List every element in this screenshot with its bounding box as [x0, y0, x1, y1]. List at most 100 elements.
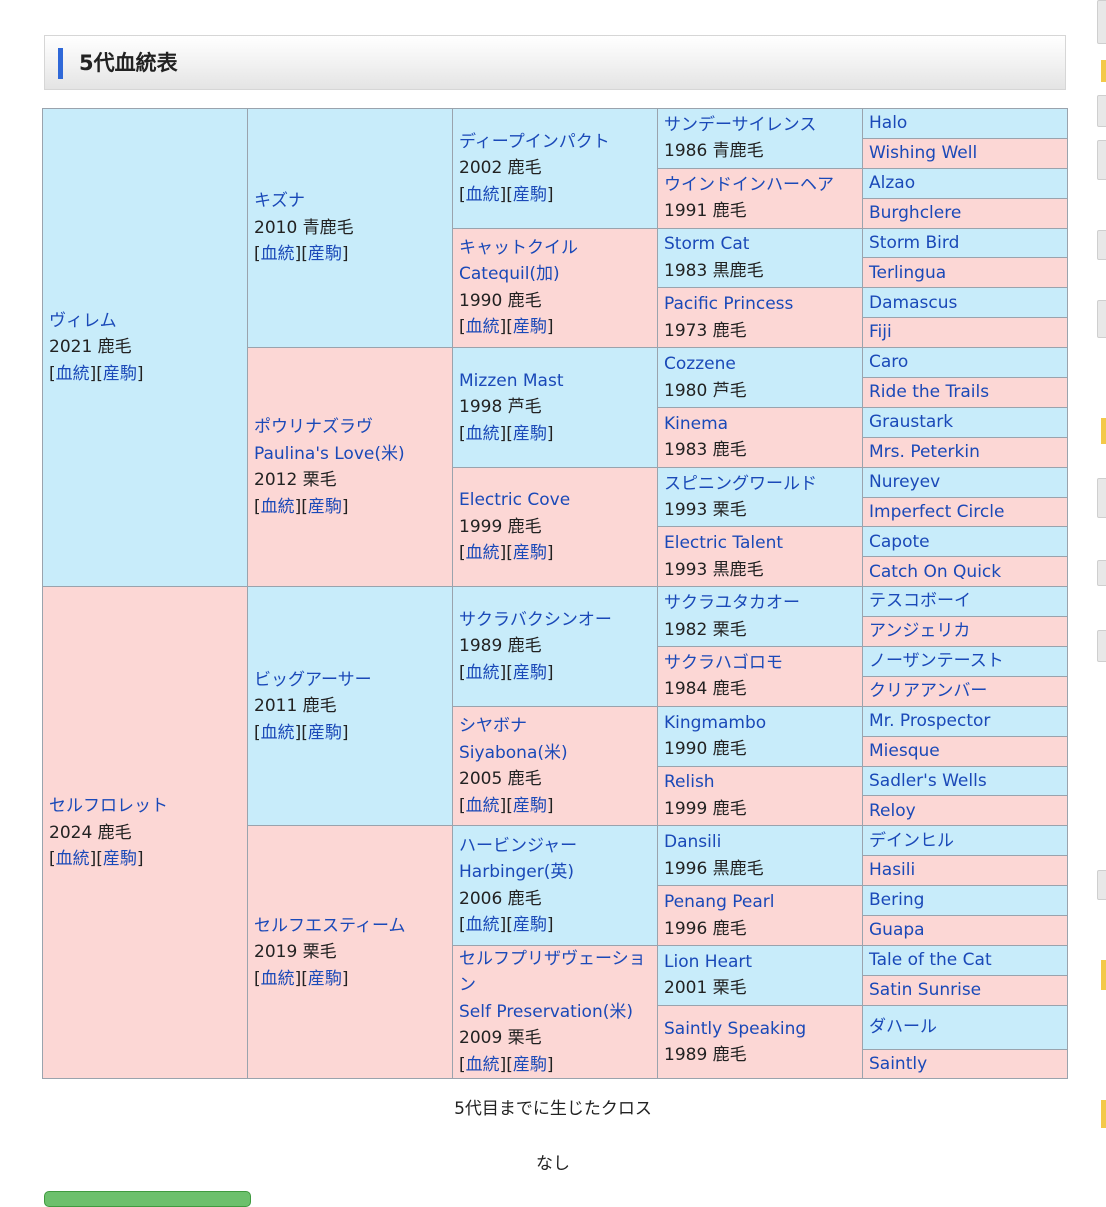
horse-name-link[interactable]: サンデーサイレンス — [664, 114, 817, 135]
horse-name-link[interactable]: Imperfect Circle — [869, 501, 1005, 522]
horse-name-link[interactable]: Storm Cat — [664, 234, 750, 255]
pedigree-link[interactable]: 血統 — [260, 722, 295, 743]
horse-name-link[interactable]: Guapa — [869, 920, 925, 941]
horse-name-link[interactable]: セルフロレット — [49, 796, 168, 817]
pedigree-link[interactable]: 血統 — [465, 1054, 500, 1075]
horse-name-link[interactable]: テスコボーイ — [869, 591, 971, 612]
horse-name-link[interactable]: Capote — [869, 531, 930, 552]
green-button[interactable] — [44, 1191, 251, 1207]
horse-name-link[interactable]: ポウリナズラヴ — [254, 417, 373, 438]
pedigree-link[interactable]: 血統 — [55, 363, 90, 384]
offspring-link[interactable]: 産駒 — [307, 496, 342, 517]
offspring-link[interactable]: 産駒 — [512, 915, 547, 936]
horse-name-link[interactable]: シヤボナ — [459, 716, 527, 737]
horse-name-link[interactable]: Lion Heart — [664, 951, 753, 972]
horse-name-link[interactable]: Mizzen Mast — [459, 370, 564, 391]
horse-name-link[interactable]: Fiji — [869, 322, 892, 343]
horse-alt-name-link[interactable]: Harbinger(英) — [459, 862, 574, 883]
horse-name-link[interactable]: Storm Bird — [869, 232, 960, 253]
horse-name-link[interactable]: Caro — [869, 352, 909, 373]
horse-name-link[interactable]: Hasili — [869, 860, 916, 881]
pedigree-link[interactable]: 血統 — [260, 968, 295, 989]
horse-name-link[interactable]: Terlingua — [869, 262, 947, 283]
horse-name-link[interactable]: キズナ — [254, 191, 305, 212]
offspring-link[interactable]: 産駒 — [512, 1054, 547, 1075]
pedigree-link[interactable]: 血統 — [465, 915, 500, 936]
pedigree-link[interactable]: 血統 — [465, 317, 500, 338]
horse-name-link[interactable]: サクラユタカオー — [664, 593, 800, 614]
horse-name-link[interactable]: Relish — [664, 772, 715, 793]
pedigree-link[interactable]: 血統 — [465, 423, 500, 444]
pedigree-link[interactable]: 血統 — [465, 662, 500, 683]
horse-alt-name-link[interactable]: Catequil(加) — [459, 264, 560, 285]
horse-name-link[interactable]: アンジェリカ — [869, 621, 971, 642]
horse-name-link[interactable]: Electric Cove — [459, 490, 571, 511]
pedigree-link[interactable]: 血統 — [260, 244, 295, 265]
horse-alt-name-link[interactable]: Siyabona(米) — [459, 742, 568, 763]
horse-name-link[interactable]: デインヒル — [869, 830, 954, 851]
horse-name-link[interactable]: クリアアンバー — [869, 681, 988, 702]
horse-alt-name-link[interactable]: Paulina's Love(米) — [254, 443, 405, 464]
offspring-link[interactable]: 産駒 — [512, 662, 547, 683]
horse-name-link[interactable]: サクラハゴロモ — [664, 652, 783, 673]
horse-name-link[interactable]: ダハール — [869, 1016, 937, 1037]
horse-name-link[interactable]: Burghclere — [869, 202, 962, 223]
horse-name-link[interactable]: ビッグアーサー — [254, 669, 372, 690]
pedigree-row: キャットクイル Catequil(加) 1990 鹿毛 [血統][産駒] Storm C… — [43, 227, 1068, 349]
horse-name-link[interactable]: Saintly — [869, 1053, 928, 1074]
horse-info: 2011 鹿毛 — [254, 696, 337, 717]
offspring-link[interactable]: 産駒 — [102, 849, 137, 870]
horse-name-link[interactable]: Wishing Well — [869, 143, 978, 164]
offspring-link[interactable]: 産駒 — [102, 363, 137, 384]
horse-name-link[interactable]: ウインドインハーヘア — [664, 174, 834, 195]
offspring-link[interactable]: 産駒 — [307, 722, 342, 743]
offspring-link[interactable]: 産駒 — [307, 968, 342, 989]
horse-name-link[interactable]: Mrs. Peterkin — [869, 441, 980, 462]
horse-name-link[interactable]: ハービンジャー — [459, 835, 578, 856]
horse-name-link[interactable]: スピニングワールド — [664, 473, 817, 494]
offspring-link[interactable]: 産駒 — [512, 543, 547, 564]
horse-name-link[interactable]: Cozzene — [664, 354, 736, 375]
offspring-link[interactable]: 産駒 — [512, 795, 547, 816]
horse-name-link[interactable]: ディープインパクト — [459, 131, 610, 152]
horse-name-link[interactable]: ヴィレム — [49, 310, 117, 331]
pedigree-link[interactable]: 血統 — [465, 184, 500, 205]
horse-name-link[interactable]: Pacific Princess — [664, 294, 794, 315]
pedigree-row: Fiji — [43, 317, 1068, 349]
horse-name-link[interactable]: Electric Talent — [664, 533, 784, 554]
horse-name-link[interactable]: キャットクイル — [459, 237, 578, 258]
offspring-link[interactable]: 産駒 — [307, 244, 342, 265]
bracket-text: ][ — [499, 795, 513, 816]
horse-name-link[interactable]: Nureyev — [869, 471, 941, 492]
horse-name-link[interactable]: Saintly Speaking — [664, 1018, 807, 1039]
horse-name-link[interactable]: Ride the Trails — [869, 382, 990, 403]
horse-name-link[interactable]: セルフプリザヴェーション — [459, 948, 646, 996]
horse-name-link[interactable]: Halo — [869, 113, 908, 134]
horse-name-link[interactable]: Reloy — [869, 800, 916, 821]
horse-name-link[interactable]: Graustark — [869, 412, 954, 433]
horse-alt-name-link[interactable]: Self Preservation(米) — [459, 1001, 634, 1022]
horse-name-link[interactable]: ノーザンテースト — [869, 651, 1004, 672]
pedigree-link[interactable]: 血統 — [465, 795, 500, 816]
horse-name-link[interactable]: Penang Pearl — [664, 892, 775, 913]
horse-name-link[interactable]: Tale of the Cat — [869, 950, 992, 971]
horse-name-link[interactable]: Kinema — [664, 413, 729, 434]
offspring-link[interactable]: 産駒 — [512, 423, 547, 444]
offspring-link[interactable]: 産駒 — [512, 184, 547, 205]
horse-name-link[interactable]: Catch On Quick — [869, 561, 1002, 582]
horse-name-link[interactable]: サクラバクシンオー — [459, 609, 612, 630]
horse-name-link[interactable]: セルフエスティーム — [254, 915, 406, 936]
horse-name-link[interactable]: Sadler's Wells — [869, 770, 987, 791]
pedigree-link[interactable]: 血統 — [465, 543, 500, 564]
horse-name-link[interactable]: Damascus — [869, 292, 958, 313]
pedigree-link[interactable]: 血統 — [260, 496, 295, 517]
offspring-link[interactable]: 産駒 — [512, 317, 547, 338]
horse-name-link[interactable]: Bering — [869, 890, 925, 911]
horse-name-link[interactable]: Miesque — [869, 740, 940, 761]
horse-name-link[interactable]: Satin Sunrise — [869, 980, 982, 1001]
horse-name-link[interactable]: Dansili — [664, 832, 722, 853]
horse-name-link[interactable]: Kingmambo — [664, 712, 767, 733]
horse-name-link[interactable]: Alzao — [869, 172, 916, 193]
horse-name-link[interactable]: Mr. Prospector — [869, 711, 991, 731]
pedigree-link[interactable]: 血統 — [55, 849, 90, 870]
